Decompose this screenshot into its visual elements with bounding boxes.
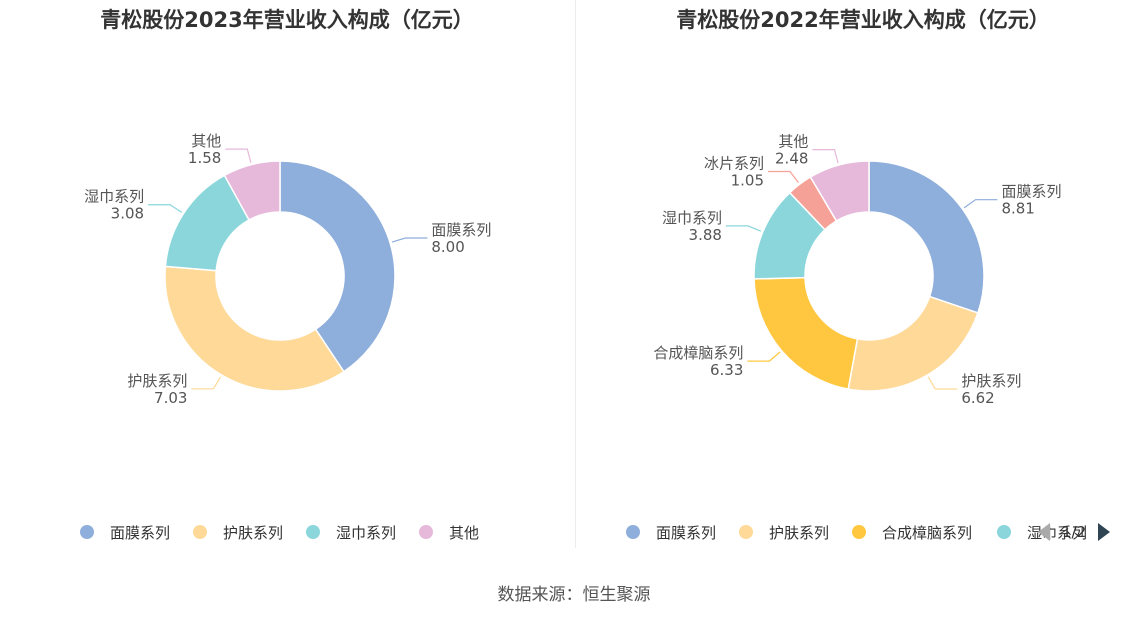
slice-label-value: 6.33 bbox=[710, 361, 743, 379]
legend-dot-icon bbox=[852, 525, 866, 539]
chart-2022: 青松股份2022年营业收入构成（亿元） 面膜系列 8.81 护肤系列 6.62 合成樟脑… bbox=[576, 0, 1148, 560]
pager-text: 1/2 bbox=[1062, 523, 1087, 541]
pager-next-icon[interactable] bbox=[1098, 523, 1111, 541]
label-leader-line bbox=[148, 204, 183, 213]
donut-slice[interactable] bbox=[868, 160, 985, 314]
slice-label-value: 8.00 bbox=[431, 238, 464, 256]
legend-item[interactable]: 合成樟脑系列 bbox=[852, 520, 972, 544]
legend-dot-icon bbox=[306, 525, 320, 539]
slice-label-name: 面膜系列 bbox=[431, 221, 491, 239]
legend-item[interactable]: 护肤系列 bbox=[739, 520, 829, 544]
label-leader-line bbox=[725, 225, 762, 232]
label-leader-line bbox=[391, 237, 428, 243]
legend-label: 面膜系列 bbox=[110, 523, 171, 542]
legend-2023: 面膜系列 护肤系列 湿巾系列 其他 bbox=[0, 520, 574, 544]
label-leader-line bbox=[963, 199, 998, 209]
legend-dot-icon bbox=[419, 525, 433, 539]
slice-label-name: 其他 bbox=[778, 133, 808, 151]
slice-label-name: 面膜系列 bbox=[1001, 183, 1061, 201]
slice-label-name: 湿巾系列 bbox=[662, 209, 722, 227]
slice-label-name: 其他 bbox=[191, 132, 221, 150]
chart-2023: 青松股份2023年营业收入构成（亿元） 面膜系列 8.00 护肤系列 7.03 湿巾系列… bbox=[0, 0, 574, 560]
donut-slice[interactable] bbox=[809, 160, 870, 222]
legend-label: 合成樟脑系列 bbox=[882, 523, 973, 542]
legend-dot-icon bbox=[193, 525, 207, 539]
legend-item[interactable]: 面膜系列 bbox=[626, 520, 716, 544]
legend-item[interactable]: 其他 bbox=[419, 520, 479, 544]
legend-label: 面膜系列 bbox=[656, 523, 717, 542]
legend-dot-icon bbox=[626, 525, 640, 539]
slice-label-name: 冰片系列 bbox=[704, 154, 764, 172]
chart-title: 青松股份2022年营业收入构成（亿元） bbox=[676, 8, 1050, 32]
slice-label-value: 3.88 bbox=[689, 226, 722, 244]
legend-dot-icon bbox=[997, 525, 1011, 539]
legend-label: 护肤系列 bbox=[223, 523, 284, 542]
label-leader-line bbox=[927, 376, 958, 390]
slice-label-name: 护肤系列 bbox=[127, 372, 187, 390]
slice-label-value: 7.03 bbox=[154, 389, 187, 407]
slice-label-value: 2.48 bbox=[775, 150, 808, 168]
donut-slice[interactable] bbox=[279, 160, 396, 373]
label-leader-line bbox=[191, 376, 222, 390]
legend-item[interactable]: 面膜系列 bbox=[80, 520, 170, 544]
legend-pager: 1/2 bbox=[1038, 520, 1111, 544]
legend-label: 护肤系列 bbox=[769, 523, 830, 542]
slice-label-value: 8.81 bbox=[1001, 200, 1034, 218]
slice-label-name: 护肤系列 bbox=[961, 372, 1021, 390]
chart-title: 青松股份2023年营业收入构成（亿元） bbox=[100, 8, 474, 32]
legend-label: 湿巾系列 bbox=[336, 523, 397, 542]
legend-label: 其他 bbox=[449, 523, 480, 542]
slice-label-value: 1.58 bbox=[188, 149, 221, 167]
slice-label-name: 湿巾系列 bbox=[84, 188, 144, 206]
donut-slice[interactable] bbox=[223, 160, 281, 221]
donut-slice[interactable] bbox=[753, 276, 859, 390]
label-leader-line bbox=[768, 170, 799, 184]
slice-label-value: 3.08 bbox=[111, 205, 144, 223]
legend-item[interactable]: 护肤系列 bbox=[193, 520, 283, 544]
legend-dot-icon bbox=[739, 525, 753, 539]
legend-dot-icon bbox=[80, 525, 94, 539]
data-source: 数据来源：恒生聚源 bbox=[497, 585, 651, 605]
label-leader-line bbox=[747, 351, 781, 362]
donut-slice[interactable] bbox=[164, 265, 345, 392]
slice-label-value: 6.62 bbox=[961, 389, 994, 407]
pager-prev-icon[interactable] bbox=[1038, 523, 1050, 541]
label-leader-line bbox=[812, 149, 839, 164]
label-leader-line bbox=[225, 148, 252, 163]
slice-label-name: 合成樟脑系列 bbox=[653, 344, 743, 362]
panel-divider bbox=[575, 0, 576, 548]
legend-item[interactable]: 湿巾系列 bbox=[306, 520, 396, 544]
donut-slice[interactable] bbox=[847, 295, 979, 392]
slice-label-value: 1.05 bbox=[731, 171, 764, 189]
